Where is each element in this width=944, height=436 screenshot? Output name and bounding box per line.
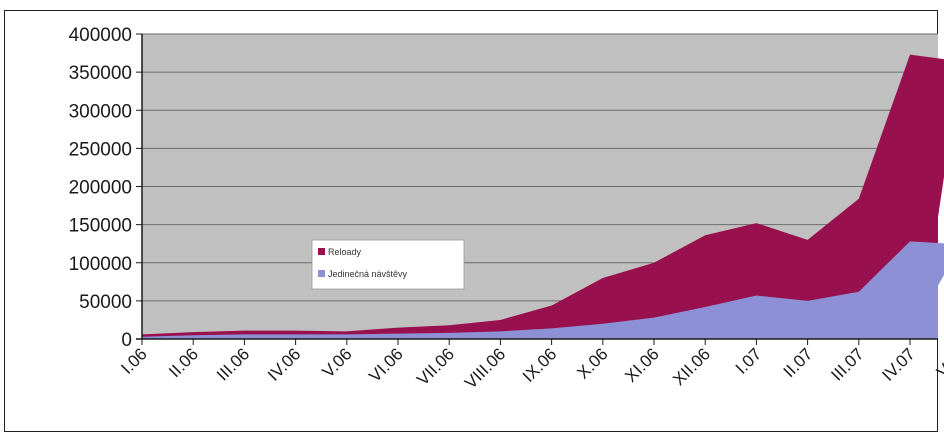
x-tick-label-XI.06: XI.06 <box>621 344 663 386</box>
x-tick-label-V.07: V.07 <box>933 344 944 381</box>
x-tick-label-IX.06: IX.06 <box>519 344 561 386</box>
x-tick-label-VIII.06: VIII.06 <box>461 344 509 392</box>
x-tick-label-VII.06: VII.06 <box>413 344 458 389</box>
x-tick-label-V.06: V.06 <box>319 344 356 381</box>
x-tick-label-IV.07: IV.07 <box>878 344 918 384</box>
x-tick-label-III.07: III.07 <box>827 344 867 384</box>
y-tick-label-250000: 250000 <box>69 139 132 160</box>
x-tick-label-II.06: II.06 <box>165 344 202 381</box>
series-area-jedinecna <box>142 241 944 339</box>
x-tick-label-XII.06: XII.06 <box>669 344 714 389</box>
x-tick-label-II.07: II.07 <box>780 344 817 381</box>
y-tick-label-150000: 150000 <box>69 216 132 237</box>
y-tick-label-0: 0 <box>121 330 132 351</box>
legend-label-1: Jedinečná návštěvy <box>328 269 408 279</box>
legend-swatch-0 <box>318 248 325 255</box>
y-tick-label-200000: 200000 <box>69 178 132 199</box>
x-tick-label-I.07: I.07 <box>732 344 765 377</box>
y-tick-label-350000: 350000 <box>69 63 132 84</box>
x-tick-label-VI.06: VI.06 <box>365 344 407 386</box>
y-tick-label-100000: 100000 <box>69 254 132 275</box>
y-tick-label-50000: 50000 <box>79 292 132 313</box>
x-tick-label-X.06: X.06 <box>573 344 611 382</box>
legend-box <box>311 239 465 290</box>
legend-swatch-1 <box>318 270 325 277</box>
series-area-reloady <box>142 54 944 339</box>
x-tick-label-IV.06: IV.06 <box>264 344 304 384</box>
legend-label-0: Reloady <box>328 247 362 257</box>
x-tick-label-III.06: III.06 <box>213 344 253 384</box>
y-tick-label-400000: 400000 <box>69 25 132 46</box>
y-tick-label-300000: 300000 <box>69 101 132 122</box>
